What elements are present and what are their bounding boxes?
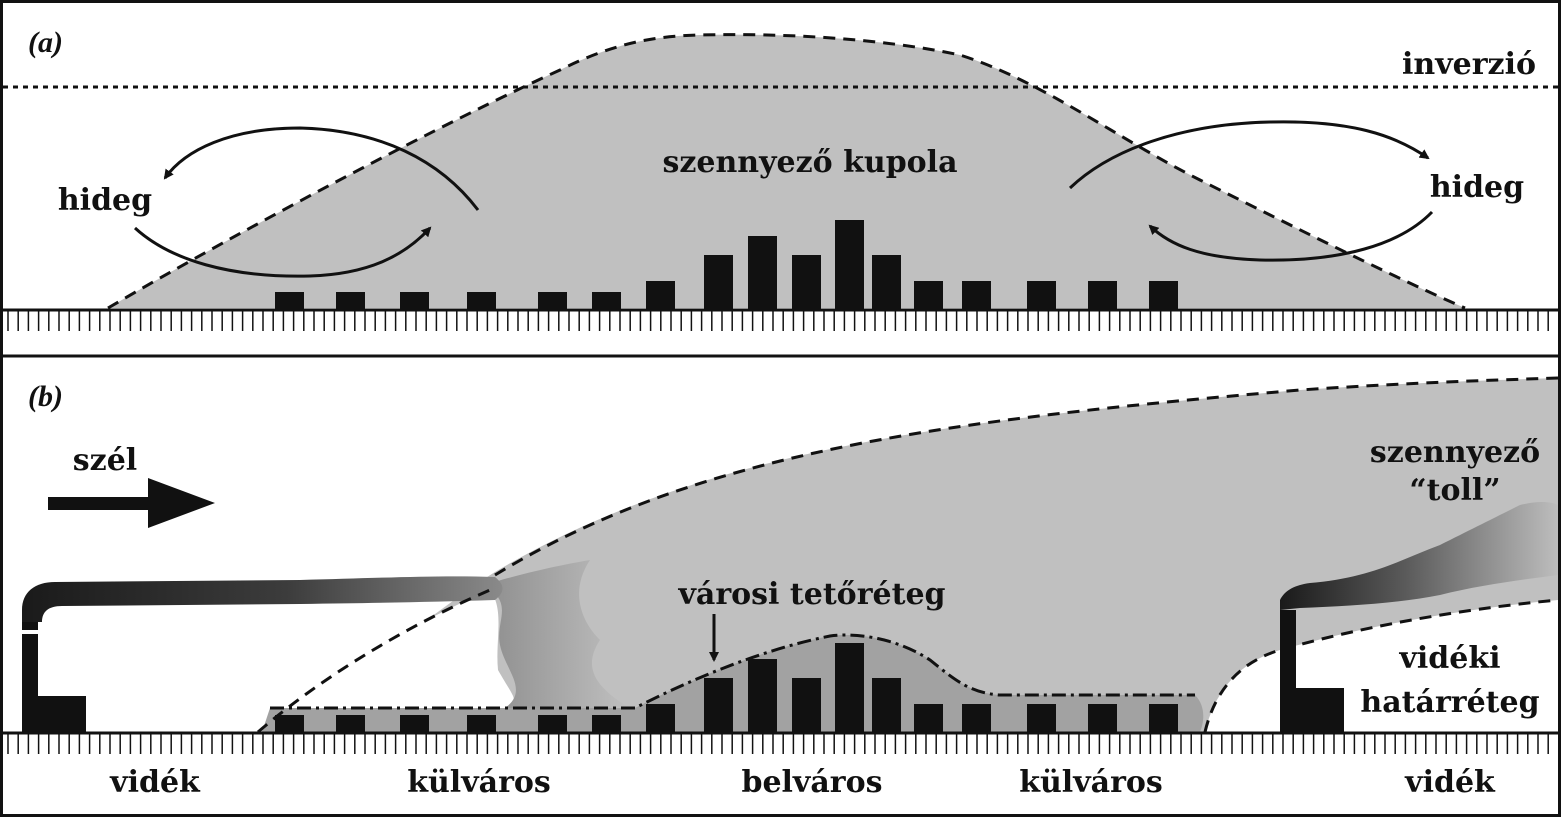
building xyxy=(748,659,777,733)
building xyxy=(1027,281,1056,310)
dome-outline xyxy=(107,33,1466,310)
zone-suburb-left: külváros xyxy=(407,765,551,800)
smoke-plume-left xyxy=(22,576,503,622)
buildings-a xyxy=(275,220,1178,310)
plume-lower-boundary xyxy=(257,588,491,734)
ground-ticks-a xyxy=(7,311,1549,331)
building xyxy=(792,255,821,310)
building xyxy=(538,715,567,733)
building xyxy=(914,704,943,733)
dome-label: szennyező kupola xyxy=(662,145,957,180)
building xyxy=(467,715,496,733)
building xyxy=(962,704,991,733)
mixing-zone xyxy=(485,560,630,708)
building xyxy=(704,678,733,733)
plume-label-line1: szennyező xyxy=(1370,435,1540,470)
panel-a-label: (a) xyxy=(28,26,63,59)
plume-top-boundary xyxy=(494,376,1559,577)
circulation-arrow-left-lower xyxy=(133,226,432,278)
building xyxy=(336,715,365,733)
building xyxy=(1149,281,1178,310)
circulation-arrow-right-lower xyxy=(1148,210,1434,262)
panel-a: (a) inverzió szennyező kupola hideg hide… xyxy=(3,26,1558,331)
circulation-arrow-left-upper xyxy=(163,126,480,211)
building xyxy=(538,292,567,310)
ground-ticks-b xyxy=(7,734,1549,754)
building xyxy=(1149,704,1178,733)
building xyxy=(1088,704,1117,733)
building xyxy=(748,236,777,310)
chimney-band xyxy=(22,622,38,630)
factory-left xyxy=(22,622,86,733)
building xyxy=(1027,704,1056,733)
chimney xyxy=(22,634,38,733)
plume-label-line2: “toll” xyxy=(1409,473,1500,508)
building xyxy=(592,292,621,310)
clean-air-pocket xyxy=(258,590,514,732)
building xyxy=(592,715,621,733)
rural-bl-label-line1: vidéki xyxy=(1398,641,1500,676)
building xyxy=(835,643,864,733)
building xyxy=(872,678,901,733)
panel-b-label: (b) xyxy=(28,380,63,413)
buildings-b xyxy=(275,643,1178,733)
pollution-dome xyxy=(108,34,1465,308)
building xyxy=(400,292,429,310)
cold-label-right: hideg xyxy=(1430,170,1524,205)
building xyxy=(962,281,991,310)
building xyxy=(275,715,304,733)
zone-suburb-right: külváros xyxy=(1019,765,1163,800)
zone-rural-left: vidék xyxy=(109,765,201,800)
building xyxy=(704,255,733,310)
building xyxy=(275,292,304,310)
building xyxy=(400,715,429,733)
rural-boundary-layer-line xyxy=(1203,598,1559,733)
building xyxy=(646,704,675,733)
building xyxy=(872,255,901,310)
inversion-label: inverzió xyxy=(1402,47,1536,82)
zone-downtown: belváros xyxy=(741,765,882,800)
panel-b: (b) szél szennyező “toll” városi tetőrét… xyxy=(3,376,1559,800)
wind-arrow xyxy=(48,478,215,528)
rural-bl-label-line2: határréteg xyxy=(1360,685,1539,720)
building xyxy=(646,281,675,310)
building xyxy=(792,678,821,733)
building xyxy=(467,292,496,310)
factory-building xyxy=(38,696,86,733)
building xyxy=(1088,281,1117,310)
smoke-plume-right xyxy=(1280,501,1558,610)
building xyxy=(336,292,365,310)
building xyxy=(835,220,864,310)
zone-rural-right: vidék xyxy=(1404,765,1496,800)
urban-canopy-outline xyxy=(270,633,1195,710)
chimney xyxy=(1280,610,1296,733)
cold-label-left: hideg xyxy=(58,183,152,218)
urban-canopy-label: városi tetőréteg xyxy=(677,577,945,612)
factory-building xyxy=(1296,688,1344,733)
wind-label: szél xyxy=(73,443,137,478)
factory-right xyxy=(1280,610,1344,733)
building xyxy=(914,281,943,310)
circulation-arrow-right-upper xyxy=(1068,120,1430,190)
